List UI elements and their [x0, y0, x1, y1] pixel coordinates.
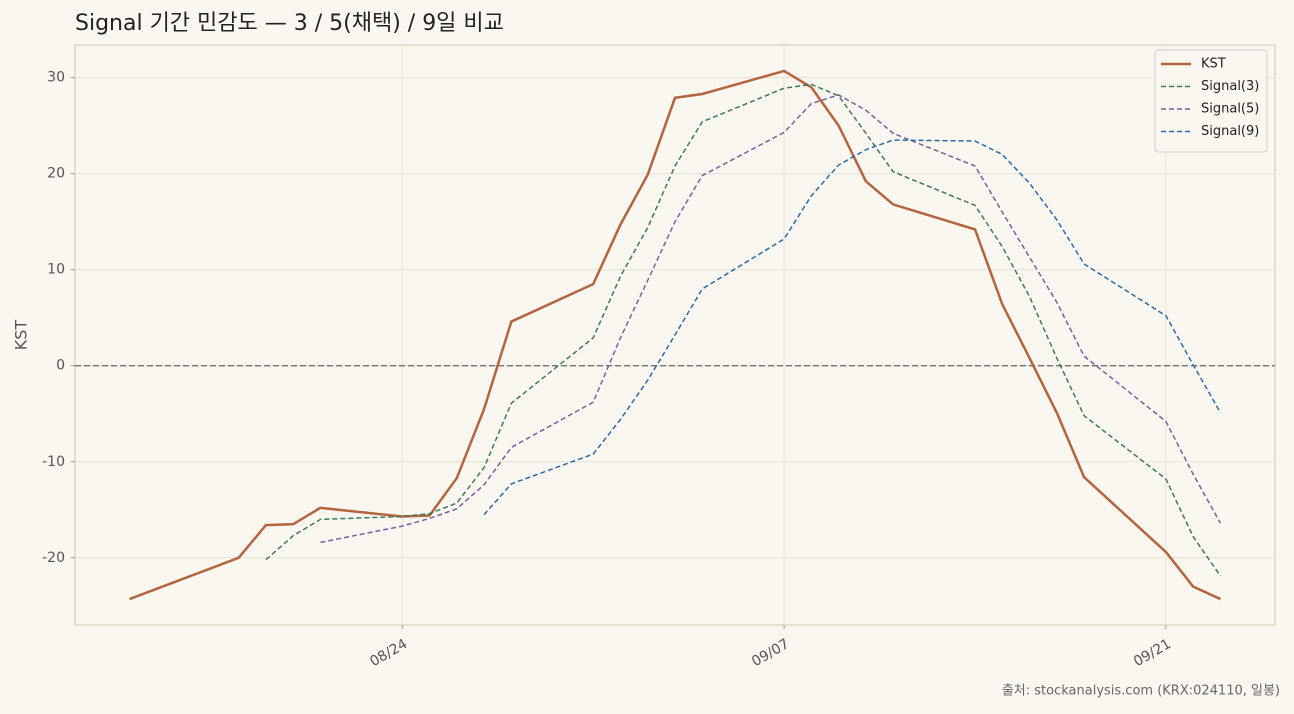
y-axis-label: KST — [12, 320, 31, 351]
legend-label: Signal(9) — [1201, 124, 1259, 139]
legend-label: Signal(5) — [1201, 102, 1259, 117]
y-tick-label: 0 — [56, 358, 65, 374]
legend-label: Signal(3) — [1201, 79, 1259, 94]
y-tick-label: 10 — [47, 262, 65, 278]
source-note: 출처: stockanalysis.com (KRX:024110, 일봉) — [1002, 684, 1280, 699]
legend-box — [1154, 49, 1268, 153]
series-line — [265, 83, 1222, 577]
series-line — [320, 94, 1222, 544]
chart-title: Signal 기간 민감도 — 3 / 5(채택) / 9일 비교 — [75, 11, 504, 36]
legend-label: KST — [1201, 57, 1226, 72]
y-tick-label: 30 — [47, 70, 65, 86]
series-line — [483, 139, 1222, 516]
y-tick-label: -10 — [42, 454, 65, 470]
y-tick-label: 20 — [47, 166, 65, 182]
y-tick-label: -20 — [42, 550, 65, 566]
series-line — [129, 69, 1221, 601]
